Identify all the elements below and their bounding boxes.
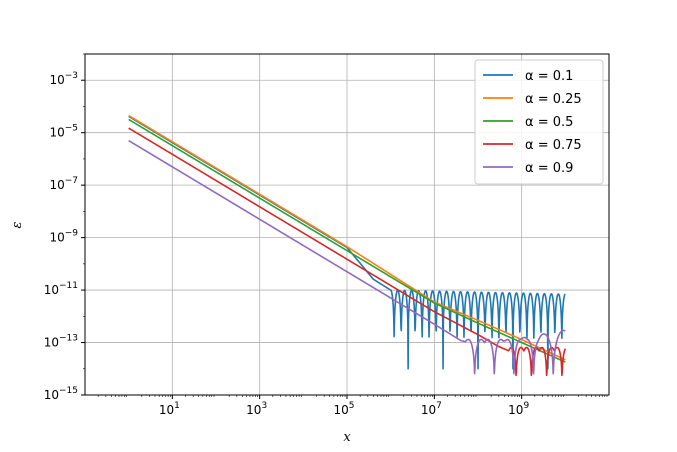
x-axis-label: x bbox=[343, 430, 351, 445]
series-line-3 bbox=[128, 127, 567, 377]
legend-label-3: α = 0.75 bbox=[525, 138, 582, 153]
y-tick-label-6: 10−15 bbox=[44, 386, 78, 402]
y-tick-label-2: 10−7 bbox=[49, 176, 78, 192]
y-tick-label-0: 10−3 bbox=[49, 71, 78, 87]
x-tick-label-3: 107 bbox=[421, 401, 442, 417]
x-tick-label-1: 103 bbox=[246, 401, 267, 417]
y-axis-label: ε bbox=[10, 221, 25, 228]
legend-label-0: α = 0.1 bbox=[525, 69, 573, 84]
plot-area bbox=[128, 114, 567, 377]
series-line-4 bbox=[128, 139, 566, 375]
legend-label-4: α = 0.9 bbox=[525, 161, 573, 176]
x-axis: 101 103 105 107 109 bbox=[97, 395, 608, 417]
y-tick-label-4: 10−11 bbox=[44, 281, 78, 297]
y-axis: 10−3 10−5 10−7 10−9 10−11 10−13 10−15 bbox=[44, 53, 85, 402]
x-tick-label-4: 109 bbox=[508, 401, 529, 417]
legend: α = 0.1 α = 0.25 α = 0.5 α = 0.75 α = 0.9 bbox=[474, 59, 604, 185]
legend-box bbox=[474, 59, 604, 185]
x-tick-label-0: 101 bbox=[159, 401, 180, 417]
y-tick-label-5: 10−13 bbox=[44, 334, 78, 350]
series-line-1 bbox=[128, 114, 566, 361]
y-tick-label-1: 10−5 bbox=[49, 124, 78, 140]
legend-label-2: α = 0.5 bbox=[525, 115, 573, 130]
series-line-2 bbox=[128, 118, 566, 363]
series-layer bbox=[128, 114, 567, 377]
x-tick-label-2: 105 bbox=[333, 401, 354, 417]
legend-label-1: α = 0.25 bbox=[525, 92, 582, 107]
y-tick-label-3: 10−9 bbox=[49, 229, 78, 245]
